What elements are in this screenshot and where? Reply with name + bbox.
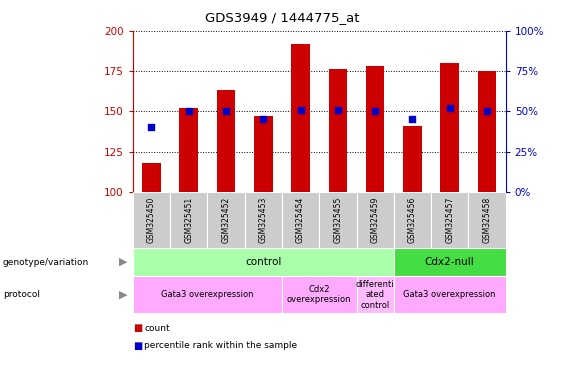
Bar	[207, 192, 245, 248]
Point	[147, 124, 156, 131]
Bar	[403, 126, 421, 192]
Point	[371, 108, 380, 114]
Bar	[282, 276, 357, 313]
Text: GSM325452: GSM325452	[221, 197, 231, 243]
Point	[483, 108, 492, 114]
Text: GSM325455: GSM325455	[333, 197, 342, 243]
Bar	[468, 192, 506, 248]
Bar	[170, 192, 207, 248]
Bar	[366, 66, 384, 192]
Bar	[133, 192, 170, 248]
Text: GSM325456: GSM325456	[408, 197, 417, 243]
Text: GSM325450: GSM325450	[147, 197, 156, 243]
Text: Gata3 overexpression: Gata3 overexpression	[403, 290, 496, 299]
Bar	[394, 192, 431, 248]
Point	[408, 116, 417, 122]
Text: GSM325458: GSM325458	[483, 197, 492, 243]
Text: differenti
ated
control: differenti ated control	[356, 280, 394, 310]
Bar	[431, 192, 468, 248]
Text: GSM325453: GSM325453	[259, 197, 268, 243]
Text: control: control	[245, 257, 281, 267]
Bar	[394, 276, 506, 313]
Text: GSM325457: GSM325457	[445, 197, 454, 243]
Bar	[292, 44, 310, 192]
Text: ▶: ▶	[119, 290, 128, 300]
Bar	[133, 248, 394, 276]
Bar	[357, 192, 394, 248]
Text: Cdx2-null: Cdx2-null	[425, 257, 475, 267]
Point	[221, 108, 231, 114]
Text: GSM325459: GSM325459	[371, 197, 380, 243]
Bar	[394, 248, 506, 276]
Bar	[142, 163, 161, 192]
Point	[445, 105, 454, 111]
Bar	[217, 90, 236, 192]
Text: ▶: ▶	[119, 257, 128, 267]
Point	[184, 108, 193, 114]
Bar	[282, 192, 319, 248]
Text: ■: ■	[133, 323, 142, 333]
Text: genotype/variation: genotype/variation	[3, 258, 89, 266]
Text: GSM325454: GSM325454	[296, 197, 305, 243]
Bar	[329, 70, 347, 192]
Text: count: count	[144, 324, 169, 333]
Text: protocol: protocol	[3, 290, 40, 299]
Bar	[357, 276, 394, 313]
Bar	[441, 63, 459, 192]
Bar	[133, 276, 282, 313]
Point	[296, 107, 305, 113]
Text: GSM325451: GSM325451	[184, 197, 193, 243]
Text: Gata3 overexpression: Gata3 overexpression	[161, 290, 254, 299]
Bar	[180, 108, 198, 192]
Text: percentile rank within the sample: percentile rank within the sample	[144, 341, 297, 350]
Bar	[254, 116, 273, 192]
Text: GDS3949 / 1444775_at: GDS3949 / 1444775_at	[205, 12, 360, 25]
Point	[333, 107, 342, 113]
Point	[259, 116, 268, 122]
Text: ■: ■	[133, 341, 142, 351]
Bar	[319, 192, 357, 248]
Text: Cdx2
overexpression: Cdx2 overexpression	[287, 285, 351, 305]
Bar	[477, 71, 496, 192]
Bar	[245, 192, 282, 248]
